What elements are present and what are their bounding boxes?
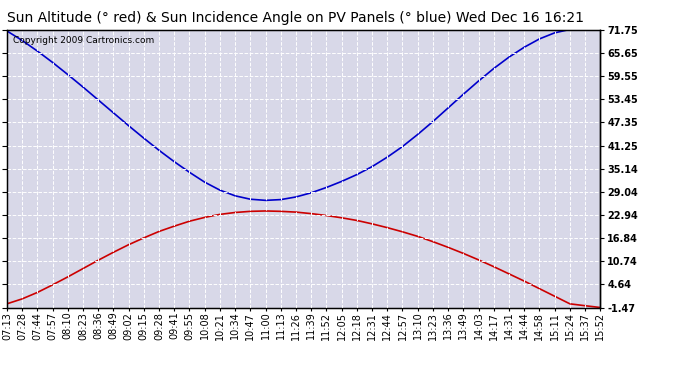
Text: Sun Altitude (° red) & Sun Incidence Angle on PV Panels (° blue) Wed Dec 16 16:2: Sun Altitude (° red) & Sun Incidence Ang… bbox=[7, 11, 584, 25]
Text: Copyright 2009 Cartronics.com: Copyright 2009 Cartronics.com bbox=[13, 36, 154, 45]
